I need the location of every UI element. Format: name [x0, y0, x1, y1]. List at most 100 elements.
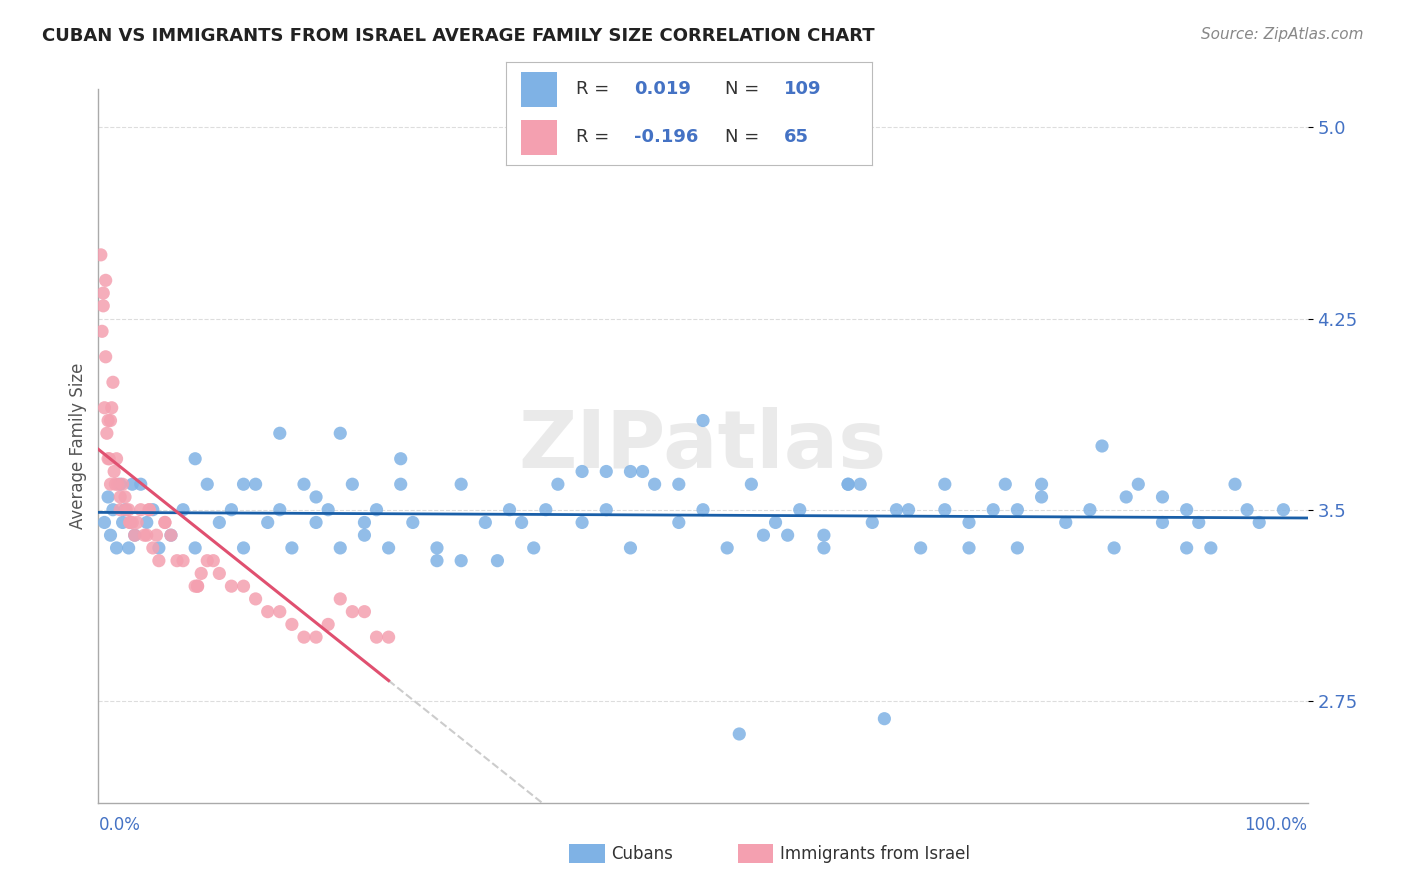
Point	[135, 516, 157, 530]
Point	[450, 477, 472, 491]
Point	[450, 554, 472, 568]
Bar	[520, 71, 557, 106]
Point	[97, 413, 120, 427]
Point	[142, 502, 165, 516]
Point	[305, 490, 328, 504]
Point	[595, 465, 617, 479]
Point	[115, 502, 138, 516]
Point	[208, 516, 231, 530]
Point	[752, 528, 775, 542]
Point	[187, 579, 209, 593]
Text: CUBAN VS IMMIGRANTS FROM ISRAEL AVERAGE FAMILY SIZE CORRELATION CHART: CUBAN VS IMMIGRANTS FROM ISRAEL AVERAGE …	[42, 27, 875, 45]
Point	[1249, 516, 1271, 530]
Point	[1007, 541, 1029, 555]
Point	[1175, 502, 1198, 516]
Point	[1272, 502, 1295, 516]
Point	[105, 541, 128, 555]
Point	[860, 516, 883, 530]
Point	[172, 502, 194, 516]
Point	[813, 528, 835, 542]
Point	[813, 541, 835, 555]
Point	[269, 502, 291, 516]
Point	[190, 566, 212, 581]
Point	[184, 579, 207, 593]
Point	[595, 502, 617, 516]
Point	[353, 516, 375, 530]
Point	[153, 516, 176, 530]
Point	[631, 465, 654, 479]
Point	[981, 502, 1004, 516]
Point	[202, 554, 225, 568]
Point	[94, 350, 117, 364]
Point	[103, 465, 125, 479]
Point	[1175, 541, 1198, 555]
Point	[1054, 516, 1077, 530]
Point	[269, 605, 291, 619]
Point	[160, 528, 183, 542]
Point	[1223, 477, 1246, 491]
Text: 65: 65	[785, 128, 808, 146]
Point	[105, 451, 128, 466]
Point	[910, 541, 932, 555]
Point	[957, 516, 980, 530]
Point	[740, 477, 762, 491]
Text: Cubans: Cubans	[612, 845, 673, 863]
Point	[366, 630, 388, 644]
Point	[114, 490, 136, 504]
Point	[118, 516, 141, 530]
Point	[145, 528, 167, 542]
Point	[377, 630, 399, 644]
Point	[523, 541, 546, 555]
Point	[93, 401, 115, 415]
Point	[329, 541, 352, 555]
Point	[1128, 477, 1150, 491]
Point	[619, 465, 641, 479]
Point	[91, 324, 114, 338]
Point	[107, 477, 129, 491]
Point	[1115, 490, 1137, 504]
Point	[316, 617, 339, 632]
Point	[837, 477, 859, 491]
Point	[849, 477, 872, 491]
Point	[281, 541, 304, 555]
Point	[195, 554, 218, 568]
Text: 100.0%: 100.0%	[1244, 816, 1308, 834]
Point	[426, 554, 449, 568]
Point	[1152, 490, 1174, 504]
Point	[134, 528, 156, 542]
Point	[232, 579, 254, 593]
Point	[101, 376, 124, 390]
Point	[118, 516, 141, 530]
Point	[256, 516, 278, 530]
Point	[886, 502, 908, 516]
Point	[1031, 477, 1053, 491]
Point	[208, 566, 231, 581]
Point	[124, 528, 146, 542]
Point	[97, 451, 120, 466]
Point	[97, 490, 120, 504]
Point	[269, 426, 291, 441]
Point	[148, 554, 170, 568]
Point	[934, 502, 956, 516]
Point	[571, 516, 593, 530]
Point	[1102, 541, 1125, 555]
Point	[135, 528, 157, 542]
Point	[292, 630, 315, 644]
Text: N =: N =	[725, 80, 759, 98]
Point	[1007, 502, 1029, 516]
Point	[534, 502, 557, 516]
Point	[789, 502, 811, 516]
Point	[245, 591, 267, 606]
Bar	[520, 120, 557, 155]
Point	[108, 502, 131, 516]
Point	[91, 286, 114, 301]
Point	[1236, 502, 1258, 516]
Point	[402, 516, 425, 530]
Point	[292, 477, 315, 491]
Point	[111, 516, 134, 530]
Point	[1199, 541, 1222, 555]
Point	[366, 502, 388, 516]
Point	[377, 541, 399, 555]
Point	[1152, 516, 1174, 530]
Point	[256, 605, 278, 619]
